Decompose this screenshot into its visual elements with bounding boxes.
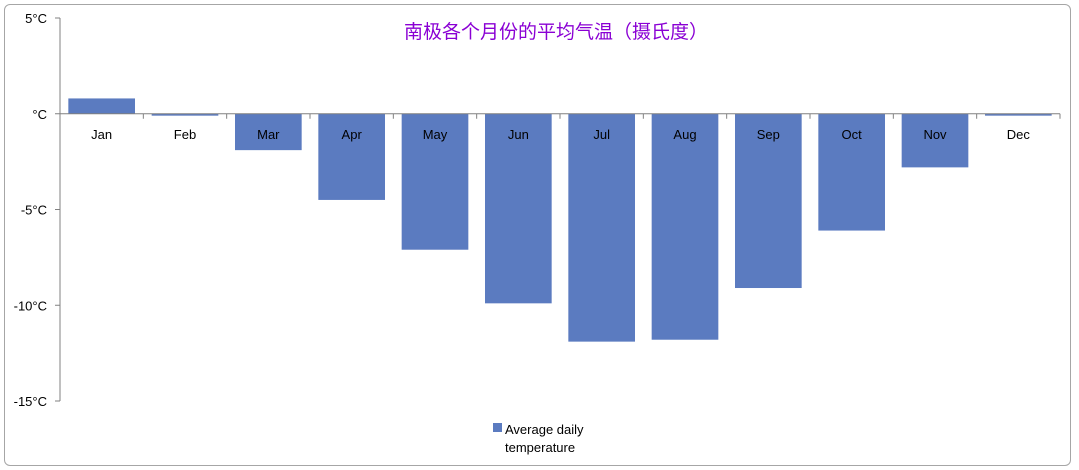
y-tick-label: -15°C xyxy=(14,394,47,409)
bar-mar xyxy=(235,113,302,151)
bar-series xyxy=(68,98,1052,342)
x-tick-label-jan: Jan xyxy=(91,127,112,142)
bar-jul xyxy=(568,113,635,342)
x-tick-label-may: May xyxy=(423,127,448,142)
legend-swatch xyxy=(493,423,502,432)
bar-apr xyxy=(318,113,385,200)
x-tick-label-aug: Aug xyxy=(673,127,696,142)
bar-jan xyxy=(68,98,135,114)
bar-nov xyxy=(901,113,969,168)
x-tick-label-mar: Mar xyxy=(257,127,280,142)
bar-may xyxy=(401,113,469,250)
bar-feb xyxy=(151,113,219,116)
x-tick-label-apr: Apr xyxy=(342,127,363,142)
x-tick-label-feb: Feb xyxy=(174,127,196,142)
x-tick-label-oct: Oct xyxy=(842,127,863,142)
bar-dec xyxy=(985,113,1052,116)
x-axis-ticks xyxy=(59,113,1061,119)
y-tick-label: -5°C xyxy=(21,203,47,218)
x-axis-labels: Jan Feb Mar Apr May Jun Jul Aug Sep Oct Nov Dec xyxy=(91,127,1030,142)
legend: Average daily temperature xyxy=(493,422,584,455)
y-tick-label: 5°C xyxy=(25,11,47,26)
x-tick-label-sep: Sep xyxy=(757,127,780,142)
bar-jun xyxy=(485,113,552,304)
bar-aug xyxy=(651,113,719,340)
bar-sep xyxy=(735,113,802,289)
y-tick-label: -10°C xyxy=(14,298,47,313)
legend-label-line1: Average daily xyxy=(505,422,584,437)
y-axis-ticks: 5°C °C -5°C -10°C -15°C xyxy=(14,11,60,409)
x-tick-label-jun: Jun xyxy=(508,127,529,142)
chart-title: 南极各个月份的平均气温（摄氏度） xyxy=(404,21,708,43)
y-tick-label: °C xyxy=(32,107,47,122)
x-tick-label-jul: Jul xyxy=(593,127,610,142)
legend-label-line2: temperature xyxy=(505,440,575,455)
bar-oct xyxy=(818,113,885,231)
x-tick-label-nov: Nov xyxy=(923,127,947,142)
x-tick-label-dec: Dec xyxy=(1007,127,1031,142)
